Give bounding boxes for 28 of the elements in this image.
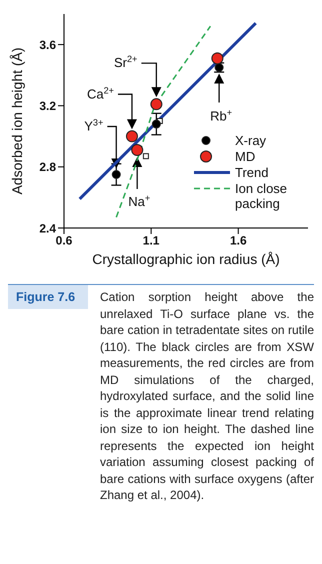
legend-label: X-ray [235, 133, 266, 148]
point [126, 130, 138, 142]
y-axis-title: Adsorbed ion height (Å) [9, 47, 25, 195]
annotation: Na$^{+}$ [128, 193, 150, 210]
x-tick-label: 1.1 [142, 234, 160, 248]
y-tick-label: 3.6 [39, 38, 56, 52]
point [152, 120, 161, 129]
point [150, 98, 162, 110]
legend-label: Trend [235, 165, 268, 180]
annotation: Y$^{3+}$ [84, 118, 104, 134]
x-axis-title: Crystallographic ion radius (Å) [92, 251, 280, 267]
annotation: Sr$^{2+}$ [114, 54, 138, 70]
text: Cation sorption height above the unrelaxed Ti-O surface plane vs. the bare cation in tetradentate sites on rutile (110). The black circles are from XSW measurements, the red circles are from MD simulations of the charged, hydroxylated surface, and the solid line is the approximate linear trend relating ion size to ion height. The dashed line represents the expected ion height variation assuming closest packing of bare cations with surface oxygens (after Zhang et al., 2004). [100, 290, 314, 502]
legend-label: MD [235, 149, 256, 164]
point [211, 52, 224, 64]
caption: Figure 7.6 [8, 285, 88, 309]
annotation: Rb$^{+}$ [210, 108, 232, 124]
y-tick-label: 2.8 [39, 160, 56, 174]
annotation: Ca$^{2+}$ [86, 85, 114, 102]
x-tick-label: 0.6 [56, 234, 73, 248]
y-tick-label: 3.2 [39, 98, 56, 113]
line-series [116, 25, 212, 218]
point [131, 144, 144, 156]
point [142, 153, 149, 160]
x-tick-label: 1.6 [230, 234, 247, 248]
point [112, 170, 121, 179]
legend-label: Ion close packing [235, 181, 288, 211]
y-tick-label: 2.4 [39, 221, 56, 236]
